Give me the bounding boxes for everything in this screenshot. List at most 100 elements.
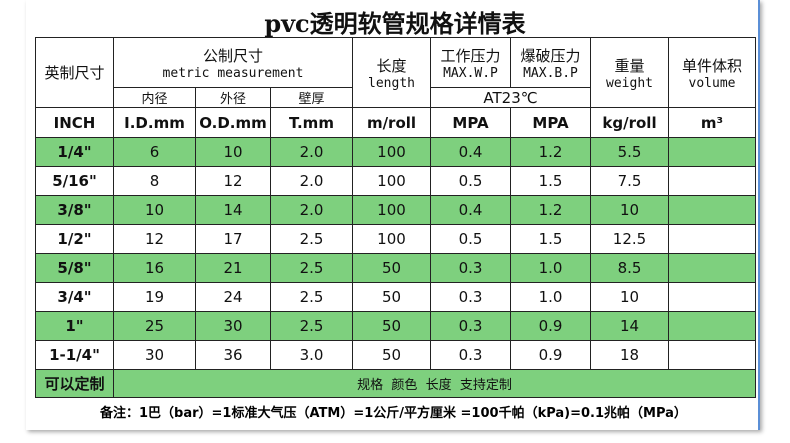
table-cell: MPA (430, 107, 511, 138)
table-cell: 30 (113, 340, 196, 370)
table-cell: 1" (35, 311, 114, 341)
table-cell (668, 166, 756, 196)
table-cell: 10 (590, 195, 669, 225)
table-cell: 0.9 (510, 311, 591, 341)
table-row: 1/2" 12 17 2.5 100 0.5 1.5 12.5 (35, 224, 756, 254)
table-cell: 1/2" (35, 224, 114, 254)
table-cell: 0.3 (430, 340, 511, 370)
table-row: 1-1/4" 30 36 3.0 50 0.3 0.9 18 (35, 340, 756, 370)
table-cell: 50 (352, 311, 431, 341)
header-text: 爆破压力 (520, 46, 581, 65)
header-text: metric measurement (162, 65, 304, 81)
table-cell: 50 (352, 282, 431, 312)
table-cell: 2.0 (270, 195, 353, 225)
table-cell: m³ (668, 107, 756, 138)
table-cell: 3/8" (35, 195, 114, 225)
table-cell: 0.4 (430, 195, 511, 225)
table-cell: 18 (590, 340, 669, 370)
table-cell: T.mm (270, 107, 353, 138)
table-cell: 1-1/4" (35, 340, 114, 370)
table-cell: 2.0 (270, 137, 353, 167)
table-cell: 0.5 (430, 224, 511, 254)
table-cell: 2.5 (270, 253, 353, 283)
table-cell: 24 (195, 282, 271, 312)
table-cell: 0.9 (510, 340, 591, 370)
table-cell: 19 (113, 282, 196, 312)
table-cell: m/roll (352, 107, 431, 138)
table-row: 1" 25 30 2.5 50 0.3 0.9 14 (35, 311, 756, 341)
table-cell (668, 195, 756, 225)
table-cell: 0.4 (430, 137, 511, 167)
table-cell: 10 (590, 282, 669, 312)
table-cell: 100 (352, 137, 431, 167)
header-cell: 长度 length (352, 37, 431, 108)
table-row: 可以定制 规格 颜色 长度 支持定制 (35, 369, 756, 398)
header-text: 公制尺寸 (202, 46, 263, 65)
table-cell: MPA (510, 107, 591, 138)
table-cell: 0.3 (430, 311, 511, 341)
table-cell: 10 (195, 137, 271, 167)
table-cell (668, 340, 756, 370)
header-text: 英制尺寸 (44, 64, 105, 82)
table-cell: O.D.mm (195, 107, 271, 138)
table-row: 3/8" 10 14 2.0 100 0.4 1.2 10 (35, 195, 756, 225)
table-cell: 12.5 (590, 224, 669, 254)
table-cell: 50 (352, 253, 431, 283)
header-text: MAX.W.P (443, 65, 498, 81)
table-cell: 30 (195, 311, 271, 341)
header-cell: 爆破压力 MAX.B.P (510, 37, 591, 88)
table-cell (668, 253, 756, 283)
header-text: length (368, 75, 415, 91)
table-cell: 7.5 (590, 166, 669, 196)
header-cell: 工作压力 MAX.W.P (430, 37, 511, 88)
table-cell: 1/4" (35, 137, 114, 167)
table-cell: 12 (195, 166, 271, 196)
table-cell: 3.0 (270, 340, 353, 370)
table-cell: 1.5 (510, 224, 591, 254)
table-cell: 2.5 (270, 282, 353, 312)
table-cell: 16 (113, 253, 196, 283)
table-cell: 0.3 (430, 253, 511, 283)
table-cell: 0.5 (430, 166, 511, 196)
table-cell: 2.0 (270, 166, 353, 196)
table-cell: 17 (195, 224, 271, 254)
table-cell: 2.5 (270, 224, 353, 254)
note: 备注：1巴（bar）=1标准大气压（ATM）=1公斤/平方厘米 =100千帕（k… (100, 406, 687, 421)
header-text: volume (688, 75, 736, 91)
table-cell: 8 (113, 166, 196, 196)
header-text: 单件体积 (681, 56, 742, 75)
table-cell: 5/8" (35, 253, 114, 283)
table-cell: 8.5 (590, 253, 669, 283)
table-cell: 2.5 (270, 311, 353, 341)
header-text: MAX.B.P (523, 65, 578, 81)
table-cell: 50 (352, 340, 431, 370)
table-cell (668, 137, 756, 167)
table-cell: 36 (195, 340, 271, 370)
frame (26, 0, 760, 430)
table-cell: INCH (35, 107, 114, 138)
header-cell: 英制尺寸 (35, 37, 114, 108)
header-cell: 单件体积 volume (668, 37, 756, 108)
header-text: 重量 (614, 56, 645, 75)
table-cell: 12 (113, 224, 196, 254)
table-row: 5/16" 8 12 2.0 100 0.5 1.5 7.5 (35, 166, 756, 196)
header-cell: 公制尺寸 metric measurement (113, 37, 353, 88)
table-cell: 100 (352, 195, 431, 225)
table-cell: 6 (113, 137, 196, 167)
table-cell: 1.0 (510, 282, 591, 312)
header-cell: 壁厚 (270, 87, 353, 108)
header-cell: 外径 (195, 87, 271, 108)
table-cell: 3/4" (35, 282, 114, 312)
table-cell: 21 (195, 253, 271, 283)
table-cell: 1.2 (510, 137, 591, 167)
table-cell: 14 (590, 311, 669, 341)
header-cell: AT23℃ (430, 87, 591, 108)
table-row: 3/4" 19 24 2.5 50 0.3 1.0 10 (35, 282, 756, 312)
table-cell: 1.2 (510, 195, 591, 225)
table-cell: 规格 颜色 长度 支持定制 (113, 369, 756, 398)
table-cell: 14 (195, 195, 271, 225)
table-row: 5/8" 16 21 2.5 50 0.3 1.0 8.5 (35, 253, 756, 283)
table-cell (668, 282, 756, 312)
table-cell: 1.5 (510, 166, 591, 196)
